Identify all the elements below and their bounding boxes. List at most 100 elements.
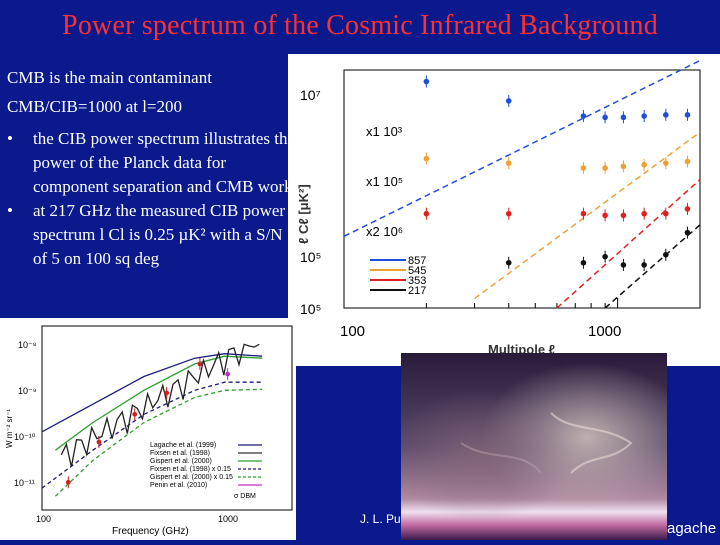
- cirrus-filament: [460, 442, 542, 474]
- data-point: [96, 439, 102, 445]
- data-point: [580, 210, 587, 217]
- legend-label: σ DBM: [234, 493, 256, 500]
- cib-power-spectrum-svg: 10⁷ 10⁵ 10⁵ 100 1000 Multipole ℓ ℓ Cℓ [μ…: [296, 59, 701, 357]
- model-lines: [41, 343, 263, 497]
- x-tick-label: 100: [340, 323, 365, 340]
- author-credit: J. L. Pu: [360, 512, 401, 526]
- cib-power-spectrum-chart: 10⁷ 10⁵ 10⁵ 100 1000 Multipole ℓ ℓ Cℓ [μ…: [288, 54, 720, 366]
- galactic-cirrus-image: [401, 353, 667, 540]
- legend-label: 857: [408, 255, 426, 267]
- data-point: [620, 212, 627, 219]
- y-tick-label: 10⁻⁸: [18, 340, 37, 350]
- data-point: [197, 361, 203, 367]
- bullet-list: • the CIB power spectrum illustrates the …: [7, 127, 297, 271]
- data-point: [164, 390, 170, 396]
- model-line: [343, 59, 701, 238]
- bullet-text: at 217 GHz the measured CIB power spectr…: [33, 201, 286, 268]
- y-tick-label: 10⁻⁹: [18, 386, 37, 396]
- model-curve: [55, 355, 263, 451]
- model-curve: [41, 353, 263, 433]
- data-point: [602, 114, 608, 121]
- data-point: [684, 229, 691, 236]
- data-point: [602, 253, 608, 260]
- author-credit: agache: [667, 520, 717, 537]
- data-point: [580, 113, 587, 119]
- y-tick-label: 10⁻¹¹: [14, 478, 35, 488]
- legend-label: Penin et al. (2010): [150, 482, 207, 489]
- legend: Lagache et al. (1999) Fixsen et al. (199…: [150, 442, 262, 500]
- bullet-item: • the CIB power spectrum illustrates the …: [7, 127, 297, 199]
- data-point: [684, 158, 691, 165]
- annotation-scale: x1 10⁵: [366, 174, 403, 189]
- data-point: [663, 251, 669, 258]
- cib-spectrum-chart: 10⁻⁸ 10⁻⁹ 10⁻¹⁰ 10⁻¹¹ 100 1000 Frequency…: [0, 318, 296, 540]
- data-point: [663, 210, 669, 217]
- legend-label: Lagache et al. (1999): [150, 442, 216, 449]
- data-point: [684, 112, 691, 118]
- data-point: [602, 165, 608, 171]
- data-point: [620, 114, 627, 121]
- x-tick-label: 100: [36, 514, 51, 524]
- legend-label: 545: [408, 265, 426, 277]
- bullet-item: • at 217 GHz the measured CIB power spect…: [7, 199, 297, 271]
- legend-label: Gispert et al. (2000) x 0.15: [150, 474, 233, 481]
- legend-label: Fixsen et al. (1998): [150, 450, 210, 457]
- cib-spectrum-svg: 10⁻⁸ 10⁻⁹ 10⁻¹⁰ 10⁻¹¹ 100 1000 Frequency…: [5, 325, 293, 537]
- data-point: [641, 113, 647, 119]
- data-point: [641, 210, 647, 217]
- slide-title: Power spectrum of the Cosmic Infrared Ba…: [62, 10, 658, 41]
- model-curve: [41, 381, 263, 489]
- legend-label: 217: [408, 285, 426, 297]
- plot-frame: [41, 325, 293, 511]
- y-tick-label: 10⁵: [300, 301, 321, 317]
- data-point: [423, 155, 430, 162]
- data-point: [620, 262, 627, 268]
- data-point: [505, 210, 512, 217]
- data-point: [505, 98, 512, 104]
- model-lines: [343, 59, 701, 309]
- data-point: [663, 112, 669, 118]
- model-line: [474, 131, 701, 300]
- legend-label: Fixsen et al. (1998) x 0.15: [150, 466, 231, 473]
- data-point: [225, 371, 231, 377]
- galactic-cirrus-svg: [401, 353, 667, 540]
- bullet-dot-icon: •: [7, 129, 13, 148]
- legend: 857 545 353 217: [366, 250, 432, 302]
- annotation-scale: x2 10⁶: [366, 224, 403, 239]
- data-point: [663, 160, 669, 166]
- data-points: [65, 357, 231, 489]
- bullet-text: the CIB power spectrum illustrates the p…: [33, 129, 296, 196]
- text-cmb-contaminant: CMB is the main contaminant: [7, 68, 212, 87]
- data-point: [505, 160, 512, 166]
- legend-label: 353: [408, 275, 426, 287]
- data-point: [602, 212, 608, 219]
- annotation-scale: x1 10³: [366, 124, 403, 139]
- sky-glow: [401, 353, 667, 540]
- data-point: [505, 259, 512, 266]
- data-point: [641, 161, 647, 168]
- x-tick-label: 1000: [218, 514, 238, 524]
- data-point: [132, 411, 138, 417]
- text-cmb-cib-ratio: CMB/CIB=1000 at l=200: [7, 97, 183, 116]
- legend-label: Gispert et al. (2000): [150, 458, 212, 465]
- cirrus-filament: [550, 412, 633, 474]
- model-curve: [54, 388, 263, 497]
- legend-box: [366, 250, 432, 302]
- data-point: [580, 165, 587, 171]
- data-point: [423, 210, 430, 217]
- bullet-dot-icon: •: [7, 201, 13, 220]
- data-point: [65, 479, 71, 485]
- y-axis-label: W m⁻² sr⁻¹: [5, 409, 14, 448]
- model-line: [556, 179, 701, 309]
- y-tick-label: 10⁵: [300, 249, 321, 265]
- y-tick-label: 10⁻¹⁰: [14, 432, 36, 442]
- y-axis-label: ℓ Cℓ [μK²]: [296, 184, 311, 244]
- model-curve: [60, 343, 260, 467]
- x-tick-label: 1000: [588, 323, 621, 340]
- model-line: [604, 224, 701, 309]
- x-axis-label: Frequency (GHz): [112, 526, 189, 537]
- data-point: [684, 206, 691, 212]
- y-tick-label: 10⁷: [300, 87, 321, 103]
- data-point: [423, 78, 430, 85]
- data-point: [620, 163, 627, 170]
